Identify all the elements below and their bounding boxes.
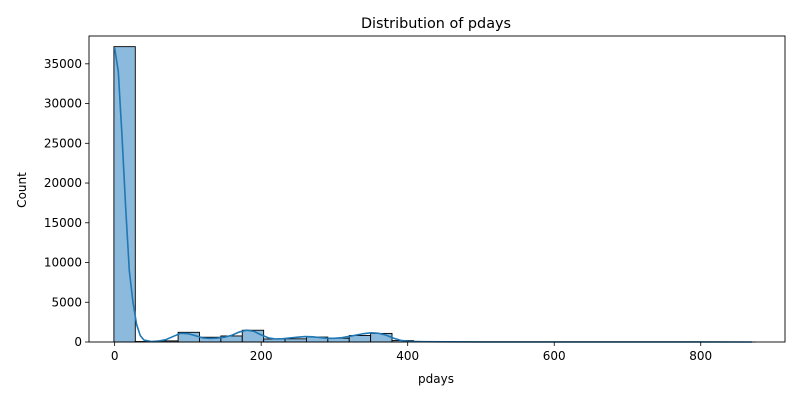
chart-title: Distribution of pdays xyxy=(361,16,511,32)
y-tick-label: 0 xyxy=(74,335,82,349)
y-tick-label: 10000 xyxy=(44,256,82,270)
x-axis: 0 200 400 600 800 xyxy=(111,342,712,363)
y-tick-label: 20000 xyxy=(44,176,82,190)
y-tick-label: 25000 xyxy=(44,136,82,150)
x-tick-label: 400 xyxy=(396,349,419,363)
x-tick-label: 200 xyxy=(250,349,273,363)
x-tick-label: 0 xyxy=(111,349,119,363)
histogram-bars xyxy=(113,46,757,343)
x-tick-label: 600 xyxy=(543,349,566,363)
x-axis-label: pdays xyxy=(418,372,454,386)
y-axis: 0 5000 10000 15000 20000 25000 30000 35000 xyxy=(44,57,89,349)
y-tick-label: 30000 xyxy=(44,97,82,111)
histogram-bar xyxy=(241,329,265,343)
kde-line xyxy=(113,47,753,343)
y-tick-label: 35000 xyxy=(44,57,82,71)
plot-frame xyxy=(88,35,786,343)
y-tick-label: 5000 xyxy=(51,295,82,309)
x-tick-label: 800 xyxy=(689,349,712,363)
y-axis-label: Count xyxy=(15,172,29,208)
histogram-bar xyxy=(284,338,307,343)
y-tick-label: 15000 xyxy=(44,216,82,230)
